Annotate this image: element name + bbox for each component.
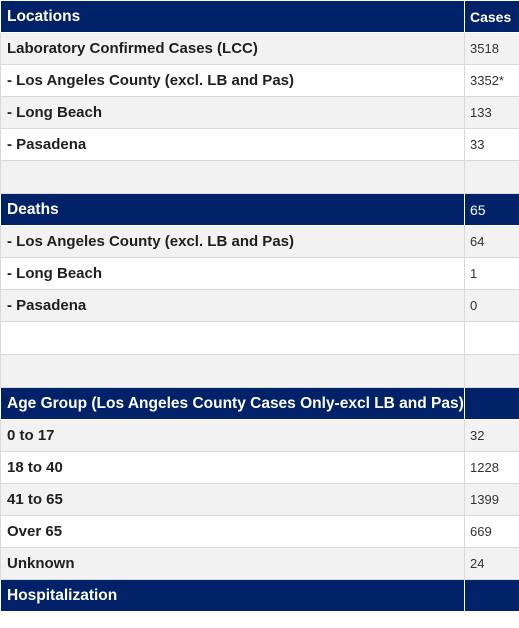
row-location: - Los Angeles County (excl. LB and Pas) — [0, 64, 465, 97]
empty-cell — [0, 160, 465, 194]
table-row: - Los Angeles County (excl. LB and Pas) … — [0, 225, 519, 258]
row-value: 0 — [464, 289, 519, 322]
age-group-header-value — [464, 387, 519, 420]
table-row: - Long Beach 1 — [0, 257, 519, 290]
empty-row — [0, 160, 519, 194]
table-row: - Pasadena 0 — [0, 289, 519, 322]
table-header-row: Locations Cases — [0, 0, 519, 33]
table-row: Over 65 669 — [0, 515, 519, 548]
row-value: 24 — [464, 547, 519, 580]
row-location: - Long Beach — [0, 257, 465, 290]
cases-header: Cases — [464, 0, 519, 33]
row-value: 3518 — [464, 32, 519, 65]
row-location: - Pasadena — [0, 128, 465, 161]
row-location: - Pasadena — [0, 289, 465, 322]
row-value: 1 — [464, 257, 519, 290]
table-row: - Long Beach 133 — [0, 96, 519, 129]
row-value: 1228 — [464, 451, 519, 484]
deaths-total: 65 — [464, 193, 519, 226]
table-row: - Pasadena 33 — [0, 128, 519, 161]
row-location: 18 to 40 — [0, 451, 465, 484]
table-row: Laboratory Confirmed Cases (LCC) 3518 — [0, 32, 519, 65]
hospitalization-header: Hospitalization — [0, 579, 465, 612]
row-value: 64 — [464, 225, 519, 258]
deaths-header-row: Deaths 65 — [0, 193, 519, 226]
row-value: 33 — [464, 128, 519, 161]
row-location: 41 to 65 — [0, 483, 465, 516]
table-row: 18 to 40 1228 — [0, 451, 519, 484]
row-location: Laboratory Confirmed Cases (LCC) — [0, 32, 465, 65]
table-row: 0 to 17 32 — [0, 419, 519, 452]
locations-header: Locations — [0, 0, 465, 33]
empty-cell — [0, 354, 465, 388]
table-row: - Los Angeles County (excl. LB and Pas) … — [0, 64, 519, 97]
age-group-header: Age Group (Los Angeles County Cases Only… — [0, 387, 465, 420]
row-value: 669 — [464, 515, 519, 548]
row-location: Unknown — [0, 547, 465, 580]
hospitalization-header-value — [464, 579, 519, 612]
deaths-header: Deaths — [0, 193, 465, 226]
table-row: 41 to 65 1399 — [0, 483, 519, 516]
row-location: 0 to 17 — [0, 419, 465, 452]
empty-cell — [464, 160, 519, 194]
row-value: 3352* — [464, 64, 519, 97]
empty-cell — [464, 354, 519, 388]
row-location: - Los Angeles County (excl. LB and Pas) — [0, 225, 465, 258]
empty-row — [0, 354, 519, 388]
empty-cell — [464, 321, 519, 355]
hospitalization-header-row: Hospitalization — [0, 579, 519, 612]
covid-cases-table: Locations Cases Laboratory Confirmed Cas… — [0, 0, 519, 612]
empty-cell — [0, 321, 465, 355]
row-value: 133 — [464, 96, 519, 129]
age-group-header-row: Age Group (Los Angeles County Cases Only… — [0, 387, 519, 420]
row-location: Over 65 — [0, 515, 465, 548]
empty-row — [0, 321, 519, 355]
table-row: Unknown 24 — [0, 547, 519, 580]
row-value: 1399 — [464, 483, 519, 516]
row-value: 32 — [464, 419, 519, 452]
row-location: - Long Beach — [0, 96, 465, 129]
